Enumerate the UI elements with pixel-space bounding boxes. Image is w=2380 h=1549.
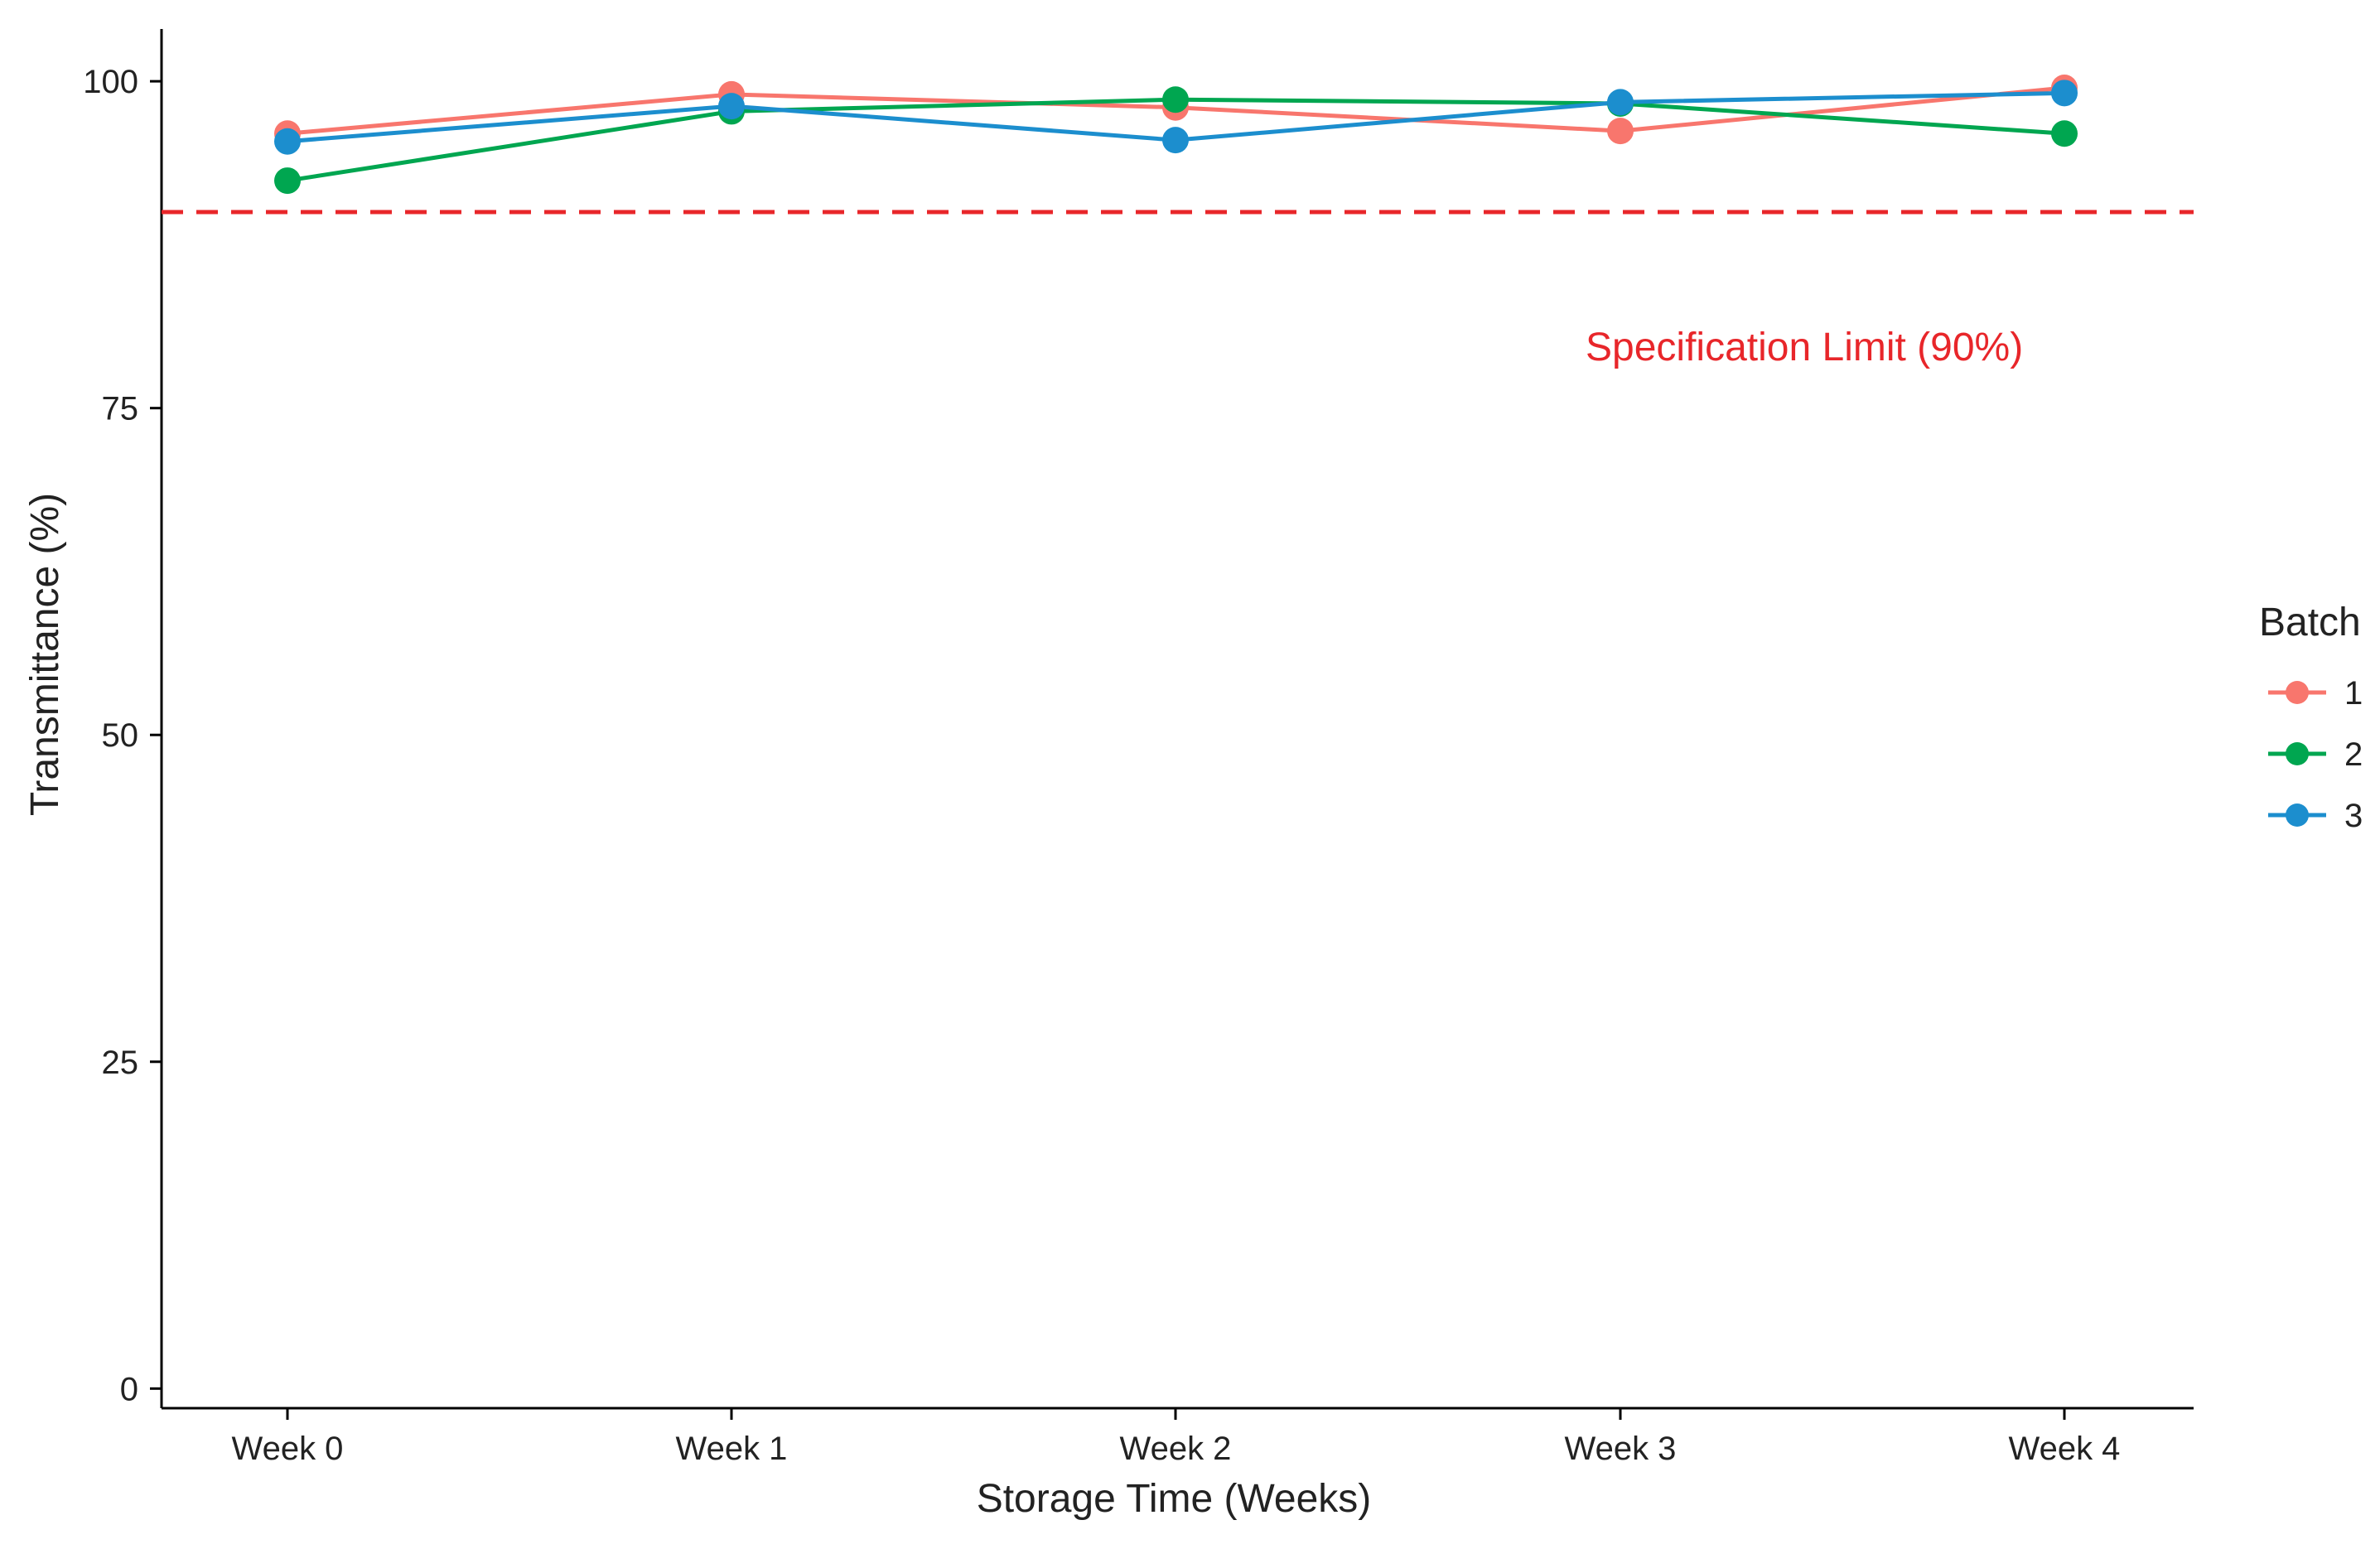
series-3-point: [1162, 127, 1189, 154]
series-2-point: [1162, 86, 1189, 113]
legend-key-point: [2286, 681, 2309, 704]
legend-title: Batch: [2259, 601, 2361, 644]
legend-label: 2: [2344, 736, 2363, 773]
series-3-point: [718, 93, 745, 120]
series-1-point: [1607, 118, 1634, 145]
x-ticks: Week 0 Week 1 Week 2 Week 3 Week 4: [232, 1408, 2121, 1467]
legend-key-point: [2286, 742, 2309, 765]
y-tick-label: 50: [102, 717, 139, 754]
legend-label: 3: [2344, 798, 2363, 834]
y-tick-label: 100: [83, 64, 138, 100]
y-tick-label: 0: [120, 1371, 138, 1407]
y-tick-label: 25: [102, 1045, 139, 1081]
legend: Batch 1 2 3: [2259, 601, 2363, 834]
x-tick-label: Week 0: [232, 1431, 344, 1467]
spec-limit-annotation: Specification Limit (90%): [1586, 326, 2023, 369]
y-ticks: 0 25 50 75 100: [83, 64, 162, 1407]
series-2-point: [274, 167, 301, 195]
y-axis-title: Transmittance (%): [23, 493, 67, 816]
x-tick-label: Week 3: [1565, 1431, 1677, 1467]
x-tick-label: Week 4: [2009, 1431, 2121, 1467]
legend-label: 1: [2344, 675, 2363, 712]
y-tick-label: 75: [102, 391, 139, 427]
series-3-point: [1607, 89, 1634, 116]
series-3-point: [2051, 80, 2078, 107]
series-3-point: [274, 128, 301, 155]
legend-key-point: [2286, 803, 2309, 827]
x-tick-label: Week 2: [1120, 1431, 1232, 1467]
series-layer: [274, 75, 2078, 195]
series-2-point: [2051, 120, 2078, 147]
x-tick-label: Week 1: [676, 1431, 788, 1467]
x-axis-title: Storage Time (Weeks): [977, 1477, 1372, 1521]
